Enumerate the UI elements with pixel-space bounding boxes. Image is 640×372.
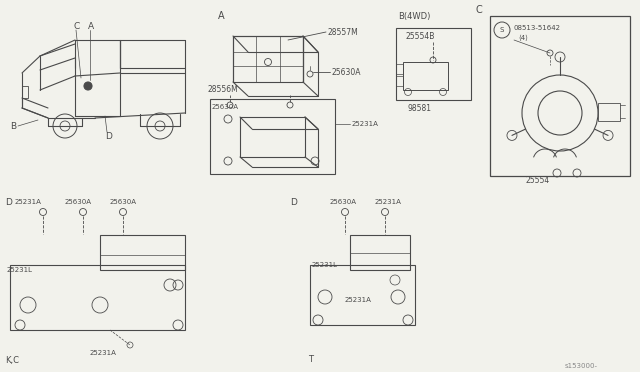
Text: 25554: 25554 <box>525 176 549 185</box>
Text: A: A <box>88 22 94 31</box>
Circle shape <box>84 82 92 90</box>
Bar <box>210 99 335 174</box>
Bar <box>598 103 620 121</box>
Bar <box>490 16 630 176</box>
Bar <box>10 265 185 330</box>
Text: 25630A: 25630A <box>110 199 137 205</box>
Text: 25231A: 25231A <box>375 199 402 205</box>
Text: 25630A: 25630A <box>212 104 239 110</box>
Text: D: D <box>290 198 297 206</box>
Text: 25231A: 25231A <box>15 199 42 205</box>
Text: 08513-51642: 08513-51642 <box>514 25 561 31</box>
Text: B: B <box>10 122 16 131</box>
Text: 28557M: 28557M <box>328 28 359 36</box>
Text: D: D <box>5 198 12 206</box>
Text: 25231A: 25231A <box>352 121 379 127</box>
Text: A: A <box>218 11 225 21</box>
Text: ⟨4⟩: ⟨4⟩ <box>518 35 528 41</box>
Text: 28556M: 28556M <box>208 84 239 93</box>
Text: 25630A: 25630A <box>332 67 362 77</box>
Text: T: T <box>308 356 313 365</box>
Bar <box>22 86 28 98</box>
Text: 25231A: 25231A <box>90 350 117 356</box>
Text: K,C: K,C <box>5 356 19 365</box>
Text: 25554B: 25554B <box>406 32 435 41</box>
Circle shape <box>86 84 90 88</box>
Text: 25231L: 25231L <box>7 267 33 273</box>
Text: S: S <box>500 27 504 33</box>
Bar <box>396 76 403 86</box>
Bar <box>100 235 185 270</box>
Bar <box>310 265 415 325</box>
Bar <box>396 64 403 74</box>
Text: C: C <box>73 22 79 31</box>
Text: 25231L: 25231L <box>312 262 338 268</box>
Bar <box>350 235 410 270</box>
Bar <box>396 28 471 100</box>
Text: 25231A: 25231A <box>345 297 372 303</box>
Bar <box>403 62 448 90</box>
Text: 98581: 98581 <box>408 103 432 112</box>
Text: B(4WD): B(4WD) <box>398 12 430 20</box>
Text: C: C <box>475 5 482 15</box>
Text: s153000-: s153000- <box>565 363 598 369</box>
Text: 25630A: 25630A <box>65 199 92 205</box>
Text: D: D <box>105 131 112 141</box>
Text: 25630A: 25630A <box>330 199 357 205</box>
